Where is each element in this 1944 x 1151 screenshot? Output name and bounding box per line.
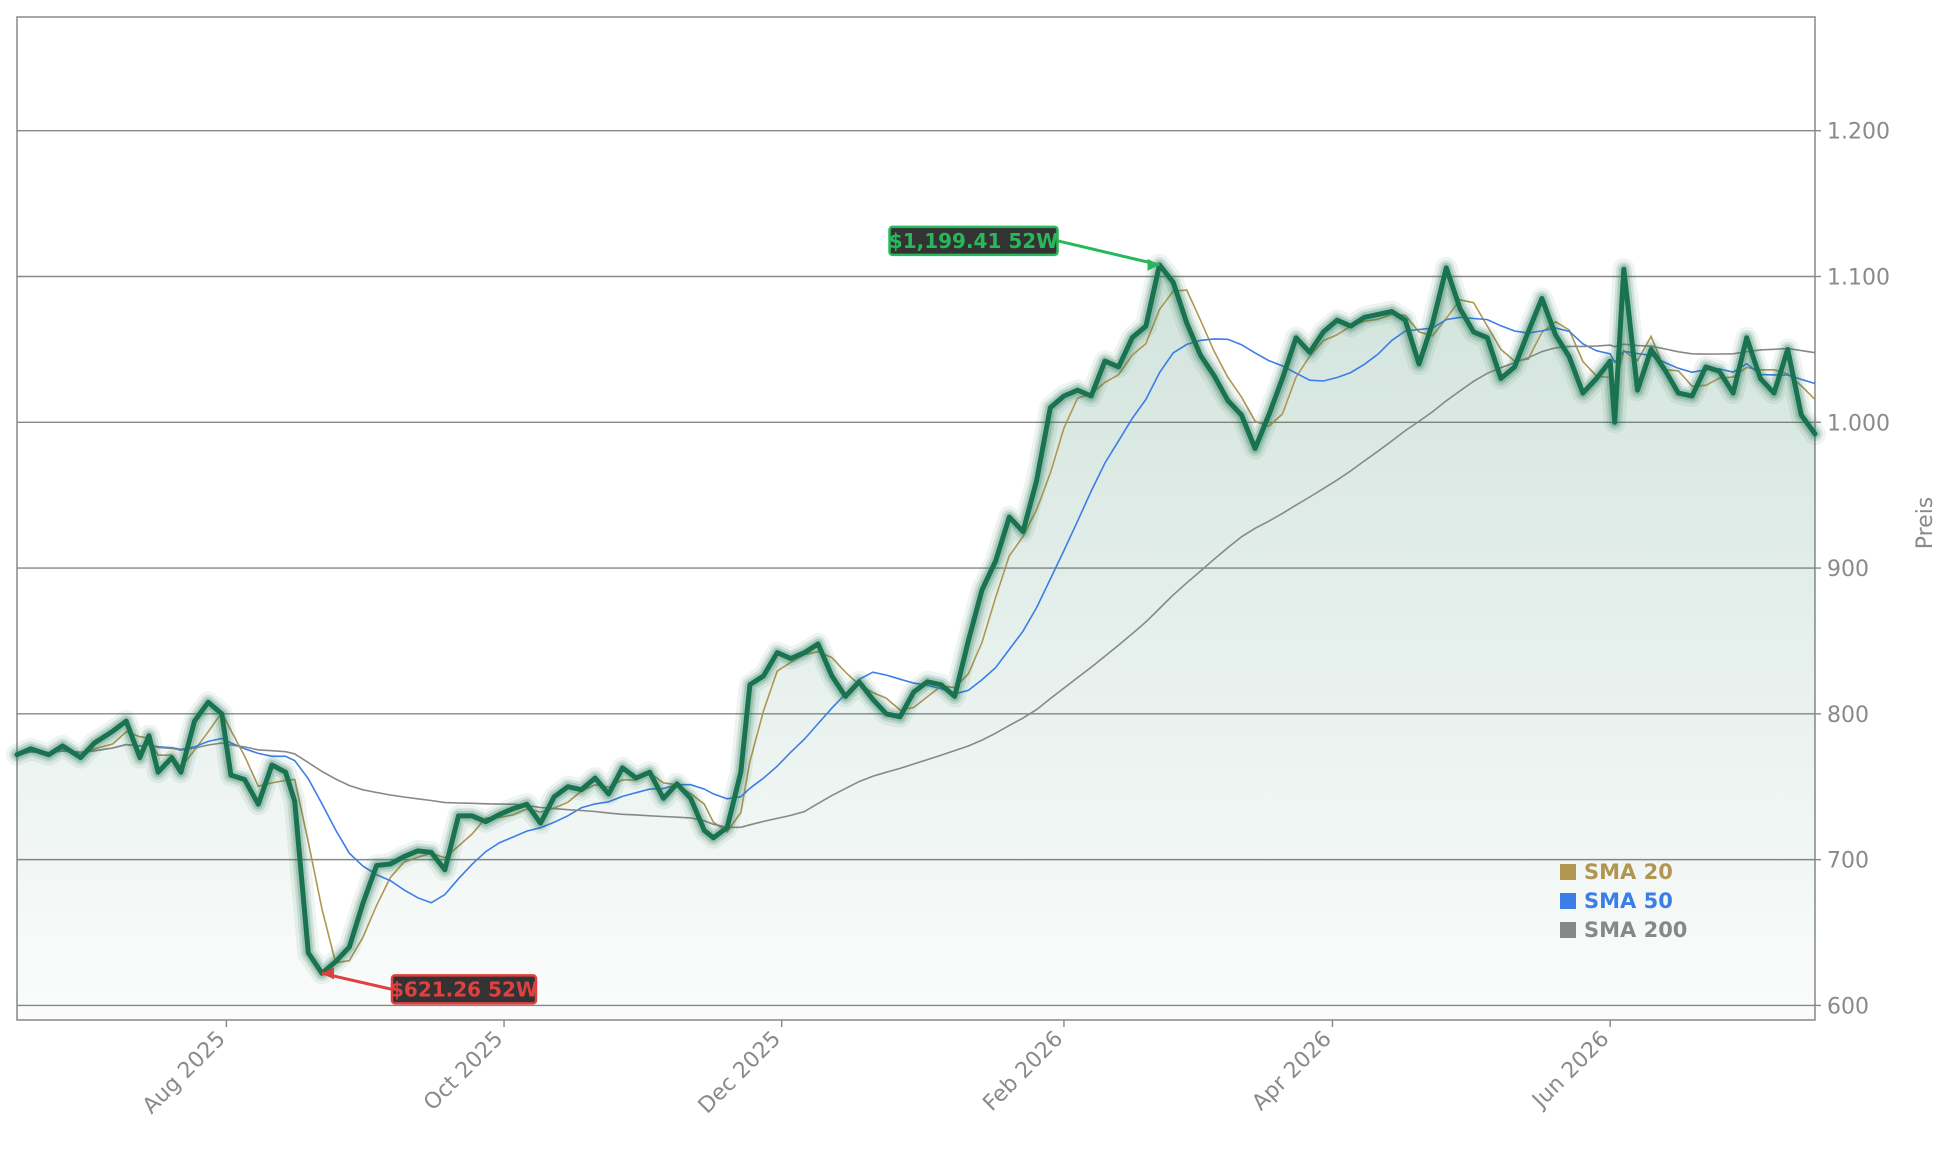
annotation-arrowhead xyxy=(1147,258,1160,271)
y-axis-label: Preis xyxy=(1913,497,1938,550)
annotation-arrowhead xyxy=(321,967,334,980)
y-tick-label: 700 xyxy=(1827,849,1869,874)
annotation-high: $1,199.41 52W xyxy=(888,225,1160,271)
y-tick-label: 1.100 xyxy=(1827,265,1890,290)
price-area xyxy=(17,264,1815,1020)
x-tick-label: Feb 2026 xyxy=(978,1027,1068,1117)
legend-label: SMA 20 xyxy=(1584,860,1673,884)
sma-line xyxy=(16,343,1816,829)
y-tick-label: 800 xyxy=(1827,703,1869,728)
annotation-label: $621.26 52W xyxy=(390,977,538,1001)
annotation-low: $621.26 52W xyxy=(321,967,538,1005)
legend-label: SMA 200 xyxy=(1584,918,1687,942)
annotation-box xyxy=(888,225,1059,257)
y-tick-label: 1.000 xyxy=(1827,411,1890,436)
x-tick-label: Aug 2025 xyxy=(138,1027,231,1120)
legend-swatch xyxy=(1560,893,1576,909)
legend-label: SMA 50 xyxy=(1584,889,1673,913)
x-axis-ticks: Aug 2025 Oct 2025 Dec 2025 Feb 2026 Apr 2026… xyxy=(138,1020,1614,1119)
price-line-group xyxy=(6,253,1826,985)
legend-swatch xyxy=(1560,922,1576,938)
price-line xyxy=(14,262,1818,976)
price-area-fill xyxy=(17,264,1815,1020)
x-tick-label: Apr 2026 xyxy=(1248,1027,1337,1116)
x-tick-label: Jun 2026 xyxy=(1526,1027,1614,1115)
annotation-label: $1,199.41 52W xyxy=(889,229,1058,253)
annotations: $1,199.41 52W $621.26 52W xyxy=(321,225,1160,1005)
sma-line xyxy=(16,316,1816,904)
annotation-box xyxy=(390,974,538,1005)
legend-item: SMA 200 xyxy=(1560,918,1687,942)
y-tick-label: 900 xyxy=(1827,557,1869,582)
y-tick-label: 600 xyxy=(1827,994,1869,1019)
legend-item: SMA 50 xyxy=(1560,889,1673,913)
annotation-arrow xyxy=(1057,239,1160,267)
x-tick-label: Oct 2025 xyxy=(419,1027,508,1116)
y-tick-label: 1.200 xyxy=(1827,120,1890,145)
moving-averages xyxy=(16,289,1816,964)
legend-swatch xyxy=(1560,864,1576,880)
y-axis-ticks: 600 700 800 900 1.000 1.100 1.200 xyxy=(1815,120,1890,1019)
legend-item: SMA 20 xyxy=(1560,860,1673,884)
legend: SMA 20 SMA 50 SMA 200 xyxy=(1560,860,1687,942)
x-tick-label: Dec 2025 xyxy=(694,1027,786,1119)
